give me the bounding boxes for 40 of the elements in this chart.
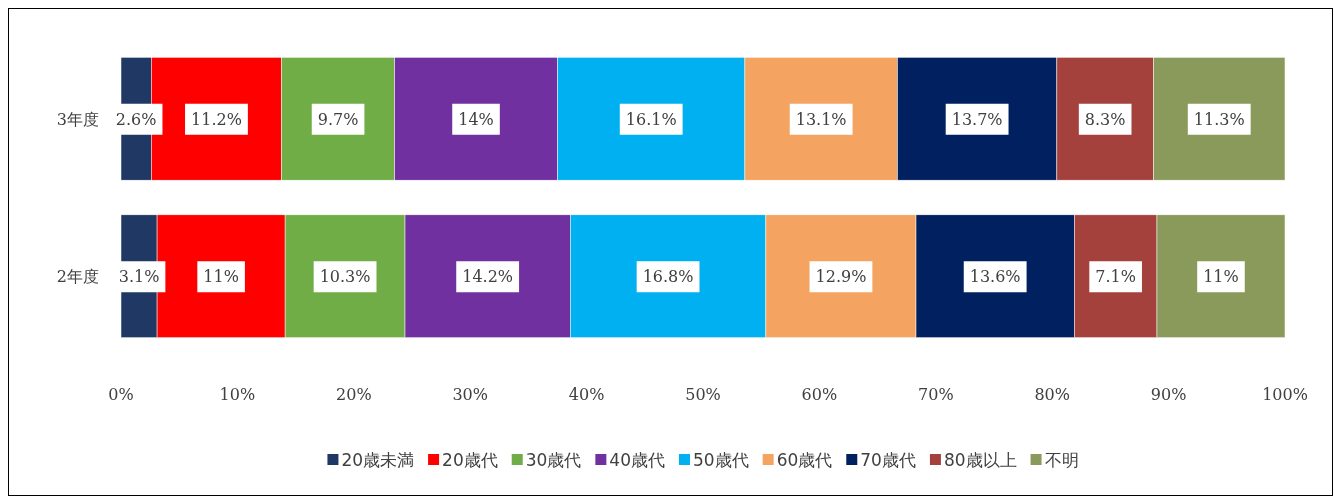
legend-label: 70歳代 [860, 450, 916, 470]
x-tick-label: 80% [1034, 385, 1070, 404]
x-tick-label: 90% [1150, 385, 1187, 404]
data-label: 11.2% [191, 109, 242, 129]
data-label: 13.6% [969, 267, 1021, 287]
legend-label: 40歳代 [609, 450, 665, 470]
data-label: 11% [1203, 267, 1239, 287]
data-label: 14.2% [462, 267, 514, 287]
x-tick-label: 0% [108, 385, 134, 404]
data-label: 16.8% [642, 267, 694, 287]
y-tick-label: 3年度 [56, 109, 99, 129]
x-tick-label: 60% [801, 385, 838, 404]
x-tick-label: 40% [568, 385, 605, 404]
x-tick-label: 20% [336, 385, 372, 404]
data-label: 9.7% [317, 109, 359, 129]
legend-label: 30歳代 [525, 450, 582, 470]
x-tick-label: 100% [1262, 385, 1308, 404]
data-label: 14% [458, 109, 494, 129]
data-label: 7.1% [1095, 267, 1136, 287]
legend-label: 20歳未満 [341, 450, 415, 470]
data-label: 8.3% [1084, 109, 1126, 129]
data-label: 2.6% [115, 109, 157, 129]
legend-label: 50歳代 [693, 450, 749, 470]
x-tick-label: 30% [452, 385, 488, 404]
data-label: 12.9% [815, 267, 867, 287]
x-tick-label: 70% [918, 385, 954, 404]
x-tick-label: 10% [219, 385, 256, 404]
y-tick-label: 2年度 [56, 267, 99, 287]
data-label: 10.3% [319, 267, 371, 287]
data-label: 16.1% [625, 109, 677, 129]
legend-label: 不明 [1044, 450, 1079, 470]
data-label: 11.3% [1193, 109, 1245, 129]
data-label: 13.7% [951, 109, 1003, 129]
legend-label: 20歳代 [442, 450, 498, 470]
x-tick-label: 50% [685, 385, 721, 404]
legend-label: 80歳以上 [943, 450, 1017, 470]
legend-label: 60歳代 [776, 450, 833, 470]
data-label: 3.1% [118, 267, 160, 287]
data-label: 11% [203, 267, 239, 287]
data-label: 13.1% [795, 109, 847, 129]
